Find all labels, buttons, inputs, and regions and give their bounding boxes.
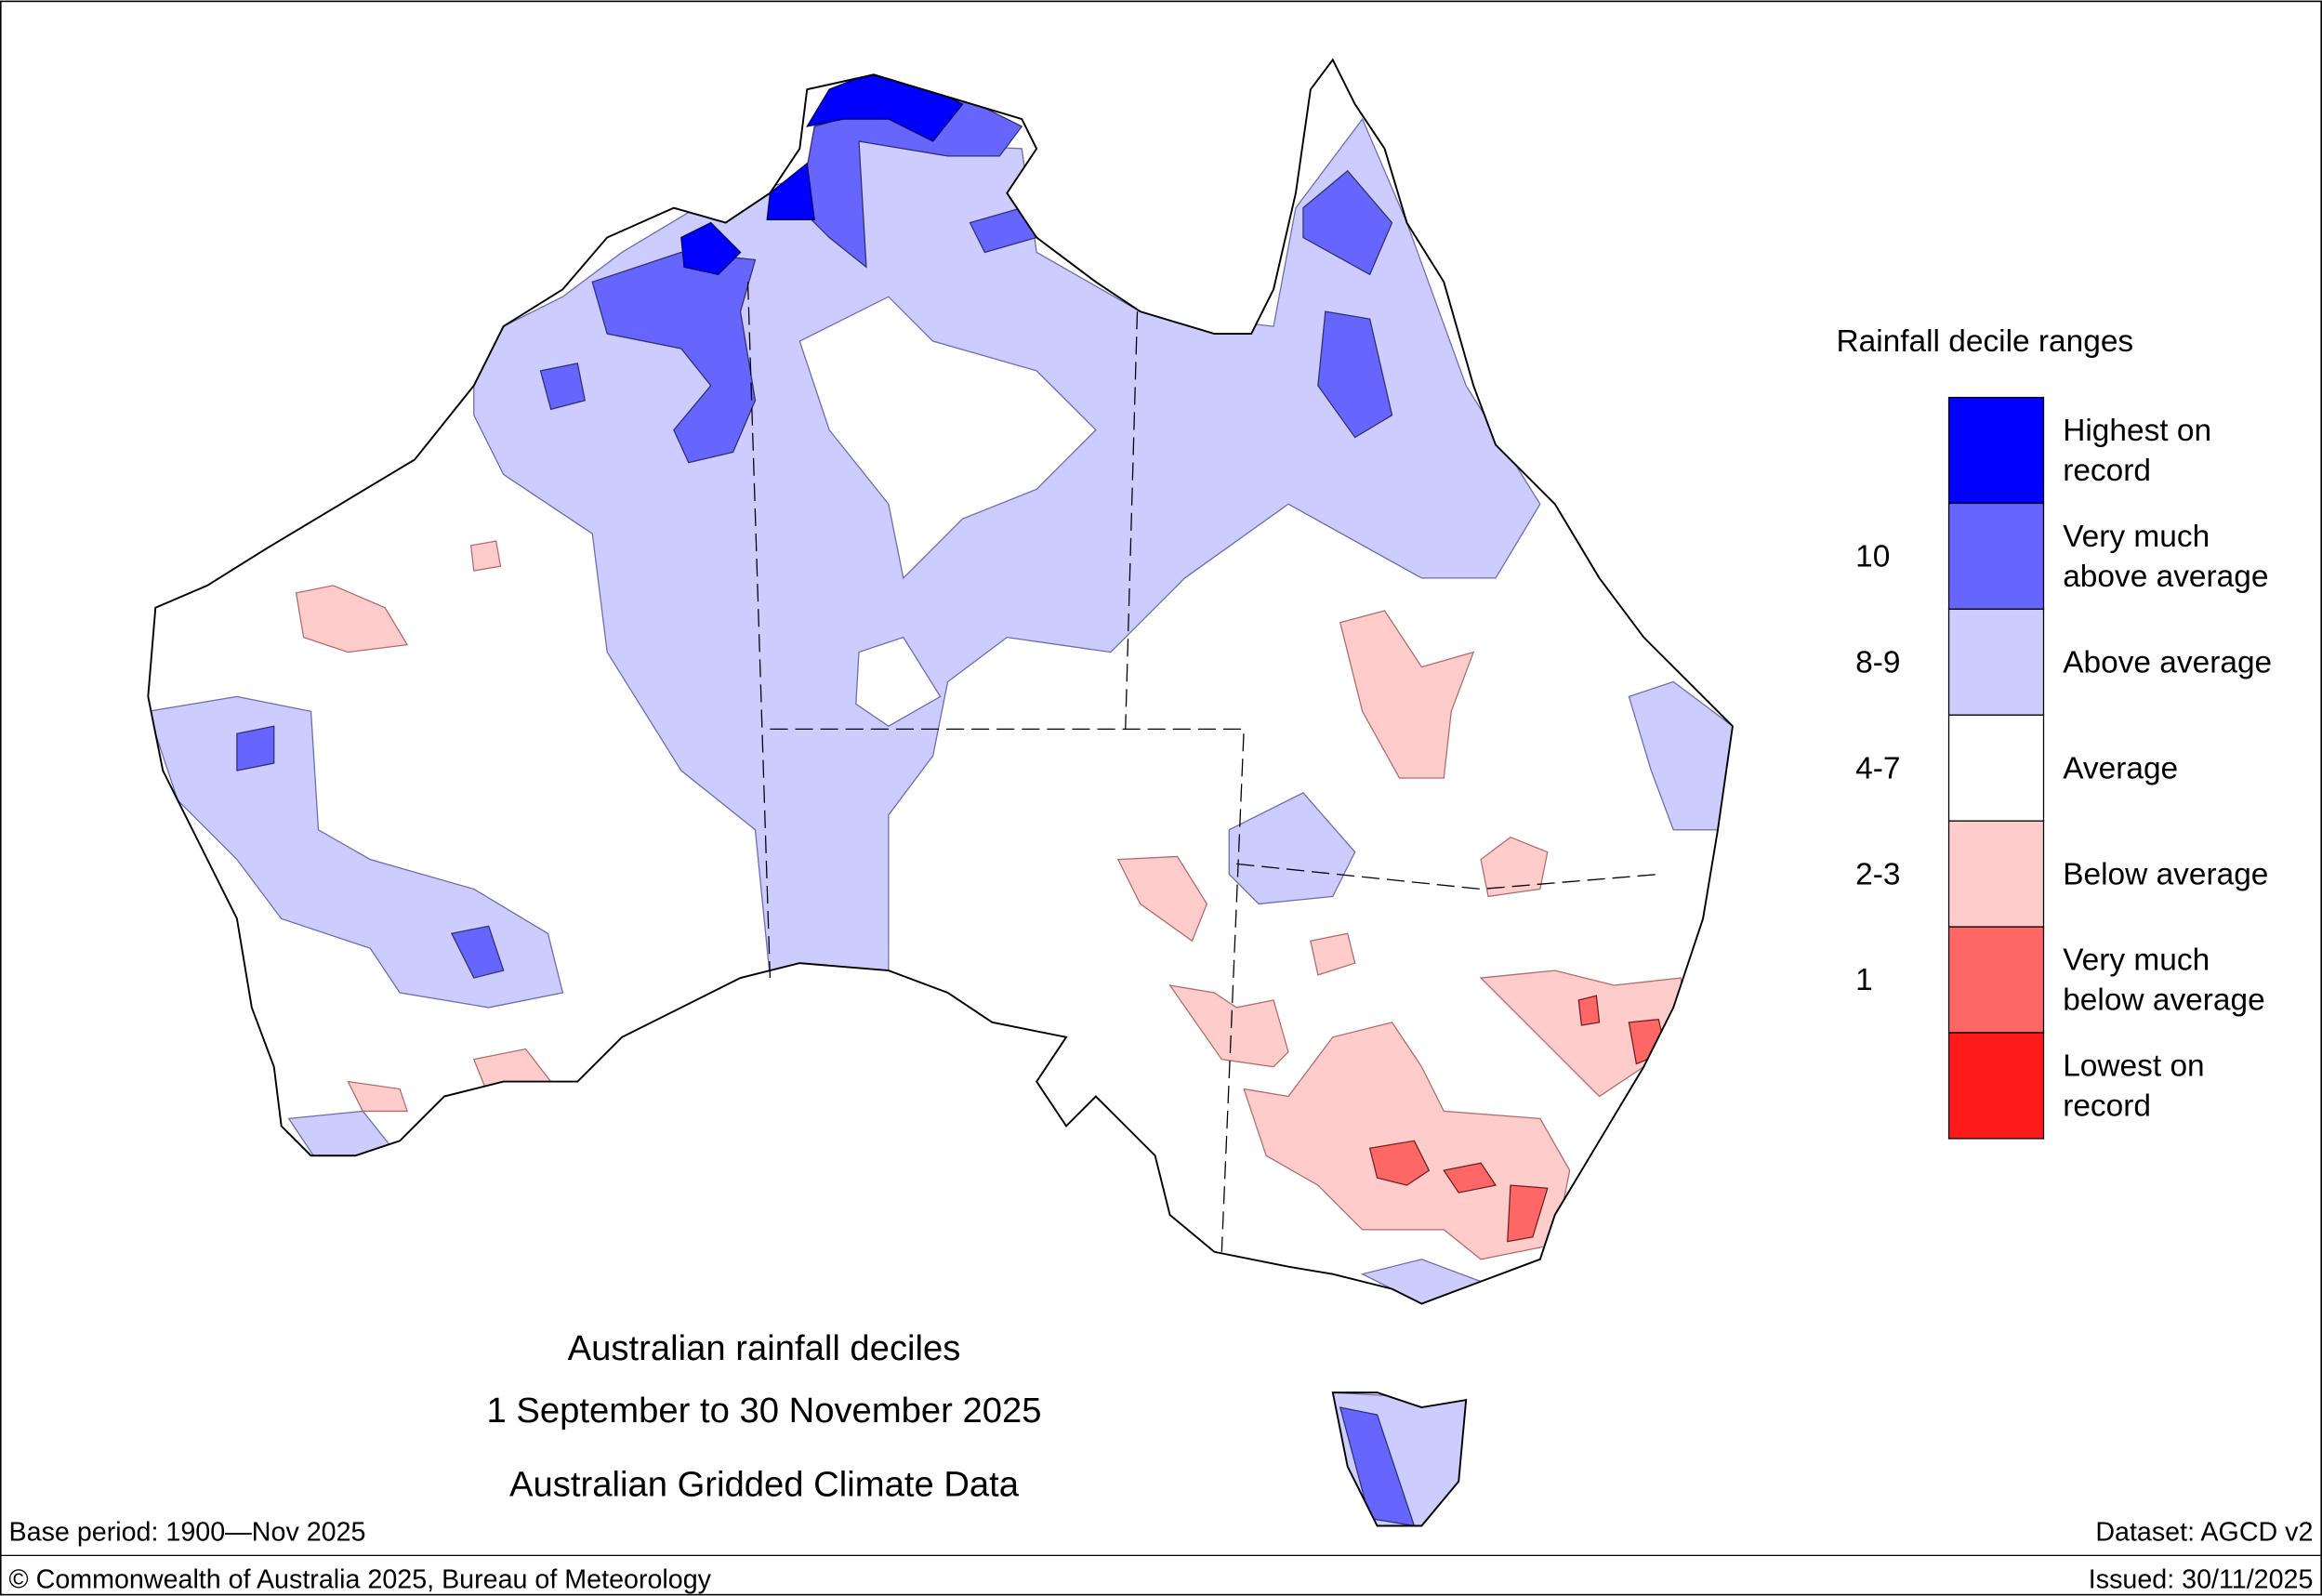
legend-swatch xyxy=(1947,926,2045,1034)
region-very-much-below xyxy=(1443,1162,1497,1194)
base-period: Base period: 1900—Nov 2025 xyxy=(9,1517,366,1547)
region-very-much-above xyxy=(236,725,275,772)
region-highest xyxy=(766,162,815,221)
region-highest xyxy=(680,221,742,276)
legend-title: Rainfall decile ranges xyxy=(1836,324,2133,359)
region-highest xyxy=(805,73,964,142)
region-below xyxy=(1480,836,1549,898)
legend-label: below average xyxy=(2063,983,2265,1018)
legend-label: Above average xyxy=(2063,645,2272,679)
region-below xyxy=(1116,855,1208,943)
region-very-much-above xyxy=(539,363,587,411)
region-below xyxy=(1339,610,1475,779)
legend-label: Average xyxy=(2063,751,2178,785)
coastline xyxy=(147,58,1734,1527)
map-subtitle: 1 September to 30 November 2025 xyxy=(487,1391,1042,1431)
legend-range: 2-3 xyxy=(1855,857,1900,891)
region-below xyxy=(1243,1022,1571,1260)
region-very-much-below xyxy=(1507,1184,1549,1243)
legend-label: Lowest on xyxy=(2063,1049,2204,1084)
region-very-much-below xyxy=(1368,1140,1431,1186)
region-very-much-above xyxy=(591,251,757,464)
decile-regions xyxy=(148,73,1733,1526)
region-very-much-above xyxy=(450,925,505,979)
legend-label: above average xyxy=(2063,560,2268,594)
map-title: Australian rainfall deciles xyxy=(568,1328,961,1368)
legend-label: record xyxy=(2063,454,2151,488)
legend-range: 10 xyxy=(1855,540,1890,574)
region-very-much-below xyxy=(1577,995,1601,1026)
legend-label: Below average xyxy=(2063,857,2268,891)
region-above xyxy=(1228,792,1356,905)
legend-swatch xyxy=(1947,1032,2045,1140)
issued: Issued: 30/11/2025 xyxy=(2089,1564,2314,1594)
region-very-much-above xyxy=(1302,169,1393,276)
dataset: Dataset: AGCD v2 xyxy=(2095,1517,2313,1547)
copyright: © Commonwealth of Australia 2025, Bureau… xyxy=(9,1564,712,1594)
legend-swatch xyxy=(1947,714,2045,822)
legend-swatch xyxy=(1947,396,2045,505)
region-below xyxy=(295,585,409,653)
region-average xyxy=(798,296,1097,580)
region-very-much-above xyxy=(1339,1406,1416,1526)
legend-swatch xyxy=(1947,502,2045,611)
legend-label: Very much xyxy=(2063,943,2210,978)
region-below xyxy=(347,1080,408,1113)
legend-label: record xyxy=(2063,1089,2151,1124)
map-subtitle: Australian Gridded Climate Data xyxy=(509,1465,1020,1505)
legend: Highest on record Very much above average 10… xyxy=(1855,396,2272,1140)
region-below xyxy=(1310,932,1356,976)
region-average xyxy=(855,636,942,727)
legend-swatch xyxy=(1947,820,2045,928)
legend-swatch xyxy=(1947,608,2045,716)
region-very-much-above xyxy=(1317,310,1393,439)
region-above xyxy=(148,695,564,1009)
legend-label: Highest on xyxy=(2063,414,2211,448)
legend-range: 4-7 xyxy=(1855,751,1900,785)
legend-label: Very much xyxy=(2063,520,2210,554)
legend-range: 1 xyxy=(1855,963,1873,997)
legend-range: 8-9 xyxy=(1855,645,1900,679)
region-below xyxy=(469,540,502,572)
